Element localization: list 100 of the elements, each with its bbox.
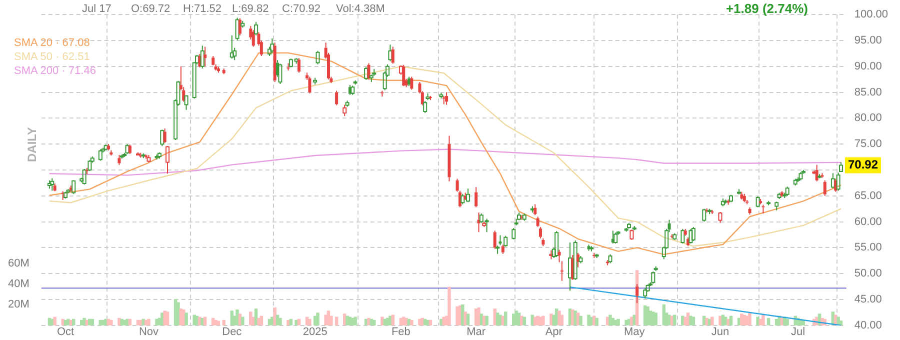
bar — [514, 310, 518, 326]
y-tick-label: 45.00 — [854, 294, 882, 306]
candlestick — [402, 64, 406, 86]
y2-tick-label: 40M — [8, 278, 30, 290]
text: SMA 50 · 62.51 — [14, 50, 91, 64]
bar — [558, 310, 561, 326]
candlestick — [204, 46, 207, 67]
bar — [493, 308, 496, 326]
x-tick-label: Oct — [56, 326, 74, 338]
y-tick-label: 60.00 — [854, 216, 882, 228]
candlestick — [128, 144, 132, 154]
text: SMA 200 · 71.46 — [14, 64, 96, 78]
candlestick — [273, 42, 276, 82]
bar — [163, 310, 166, 326]
candlestick — [498, 234, 502, 246]
candlestick — [308, 76, 312, 94]
candlestick — [335, 90, 338, 106]
bar — [90, 318, 94, 326]
candlestick — [684, 228, 687, 236]
candlestick — [538, 226, 542, 239]
candlestick — [493, 230, 496, 250]
candlestick — [252, 30, 255, 48]
y-tick-label: 100.00 — [854, 8, 888, 21]
candlestick — [823, 180, 826, 196]
candlestick — [536, 216, 540, 228]
bar — [448, 286, 451, 326]
annotation: L:69.82 — [232, 3, 269, 15]
bar — [410, 320, 414, 326]
bar — [316, 312, 320, 326]
bar — [729, 316, 733, 326]
bar — [184, 312, 188, 326]
annotation: C:70.92 — [282, 3, 321, 15]
bar — [498, 314, 502, 326]
candlestick — [388, 44, 392, 62]
bar — [456, 306, 459, 326]
candlestick — [542, 238, 545, 247]
candlestick — [748, 206, 752, 216]
bar — [786, 318, 789, 326]
bar — [241, 316, 244, 326]
candlestick — [758, 198, 762, 205]
candlestick — [742, 193, 746, 203]
bar — [273, 307, 276, 326]
bar — [391, 314, 395, 326]
bar — [278, 318, 282, 326]
bar — [608, 314, 612, 326]
y-tick-label: 75.00 — [854, 138, 882, 150]
bar — [550, 314, 553, 326]
candlestick — [501, 244, 504, 254]
bar — [308, 318, 312, 326]
bar — [689, 316, 692, 326]
bar — [654, 312, 658, 326]
bar — [485, 316, 488, 326]
candlestick — [163, 128, 166, 144]
bar — [346, 316, 349, 326]
candlestick — [762, 204, 765, 214]
bar — [53, 316, 56, 326]
bar — [166, 312, 170, 326]
x-tick-label: 2025 — [302, 326, 328, 338]
x-tick-label: Nov — [138, 326, 160, 338]
candlestick — [110, 150, 113, 156]
annotation: H:71.52 — [183, 3, 222, 15]
candlestick — [144, 154, 148, 160]
text: SMA 20 · 67.08 — [14, 36, 91, 50]
y2-tick-label: 20M — [8, 298, 30, 311]
bar — [477, 307, 480, 326]
bar — [324, 314, 328, 326]
y-tick-label: 80.00 — [854, 112, 882, 124]
candlestick — [710, 209, 714, 215]
candlestick — [428, 95, 432, 101]
y2-tick-label: 60M — [8, 257, 30, 270]
candlestick — [106, 144, 110, 151]
bar — [579, 316, 582, 326]
candlestick — [118, 154, 121, 166]
candlestick — [410, 76, 414, 90]
bar — [464, 312, 467, 326]
bar — [388, 316, 392, 326]
annotation: +1.89 (2.74%) — [726, 1, 808, 16]
bar — [176, 302, 180, 326]
bar — [504, 312, 508, 326]
bar — [616, 318, 620, 326]
bar — [236, 310, 239, 326]
candlestick — [474, 186, 478, 208]
candlestick — [820, 172, 824, 178]
x-tick-label: Dec — [222, 326, 242, 338]
bar — [574, 310, 577, 326]
candlestick — [238, 18, 242, 36]
bar — [354, 316, 357, 326]
bar — [147, 318, 150, 326]
x-tick-label: Jul — [791, 326, 806, 338]
annotation: 70.92 — [848, 158, 878, 172]
bar — [542, 316, 545, 326]
bar — [673, 314, 676, 326]
candlestick — [448, 135, 451, 182]
y-tick-label: 90.00 — [854, 60, 882, 72]
bar — [718, 316, 722, 326]
bar — [748, 312, 752, 326]
annotation: Jul 17 — [82, 3, 112, 15]
y-tick-label: 65.00 — [854, 190, 882, 202]
candlestick — [222, 68, 226, 75]
candlestick — [534, 204, 537, 216]
